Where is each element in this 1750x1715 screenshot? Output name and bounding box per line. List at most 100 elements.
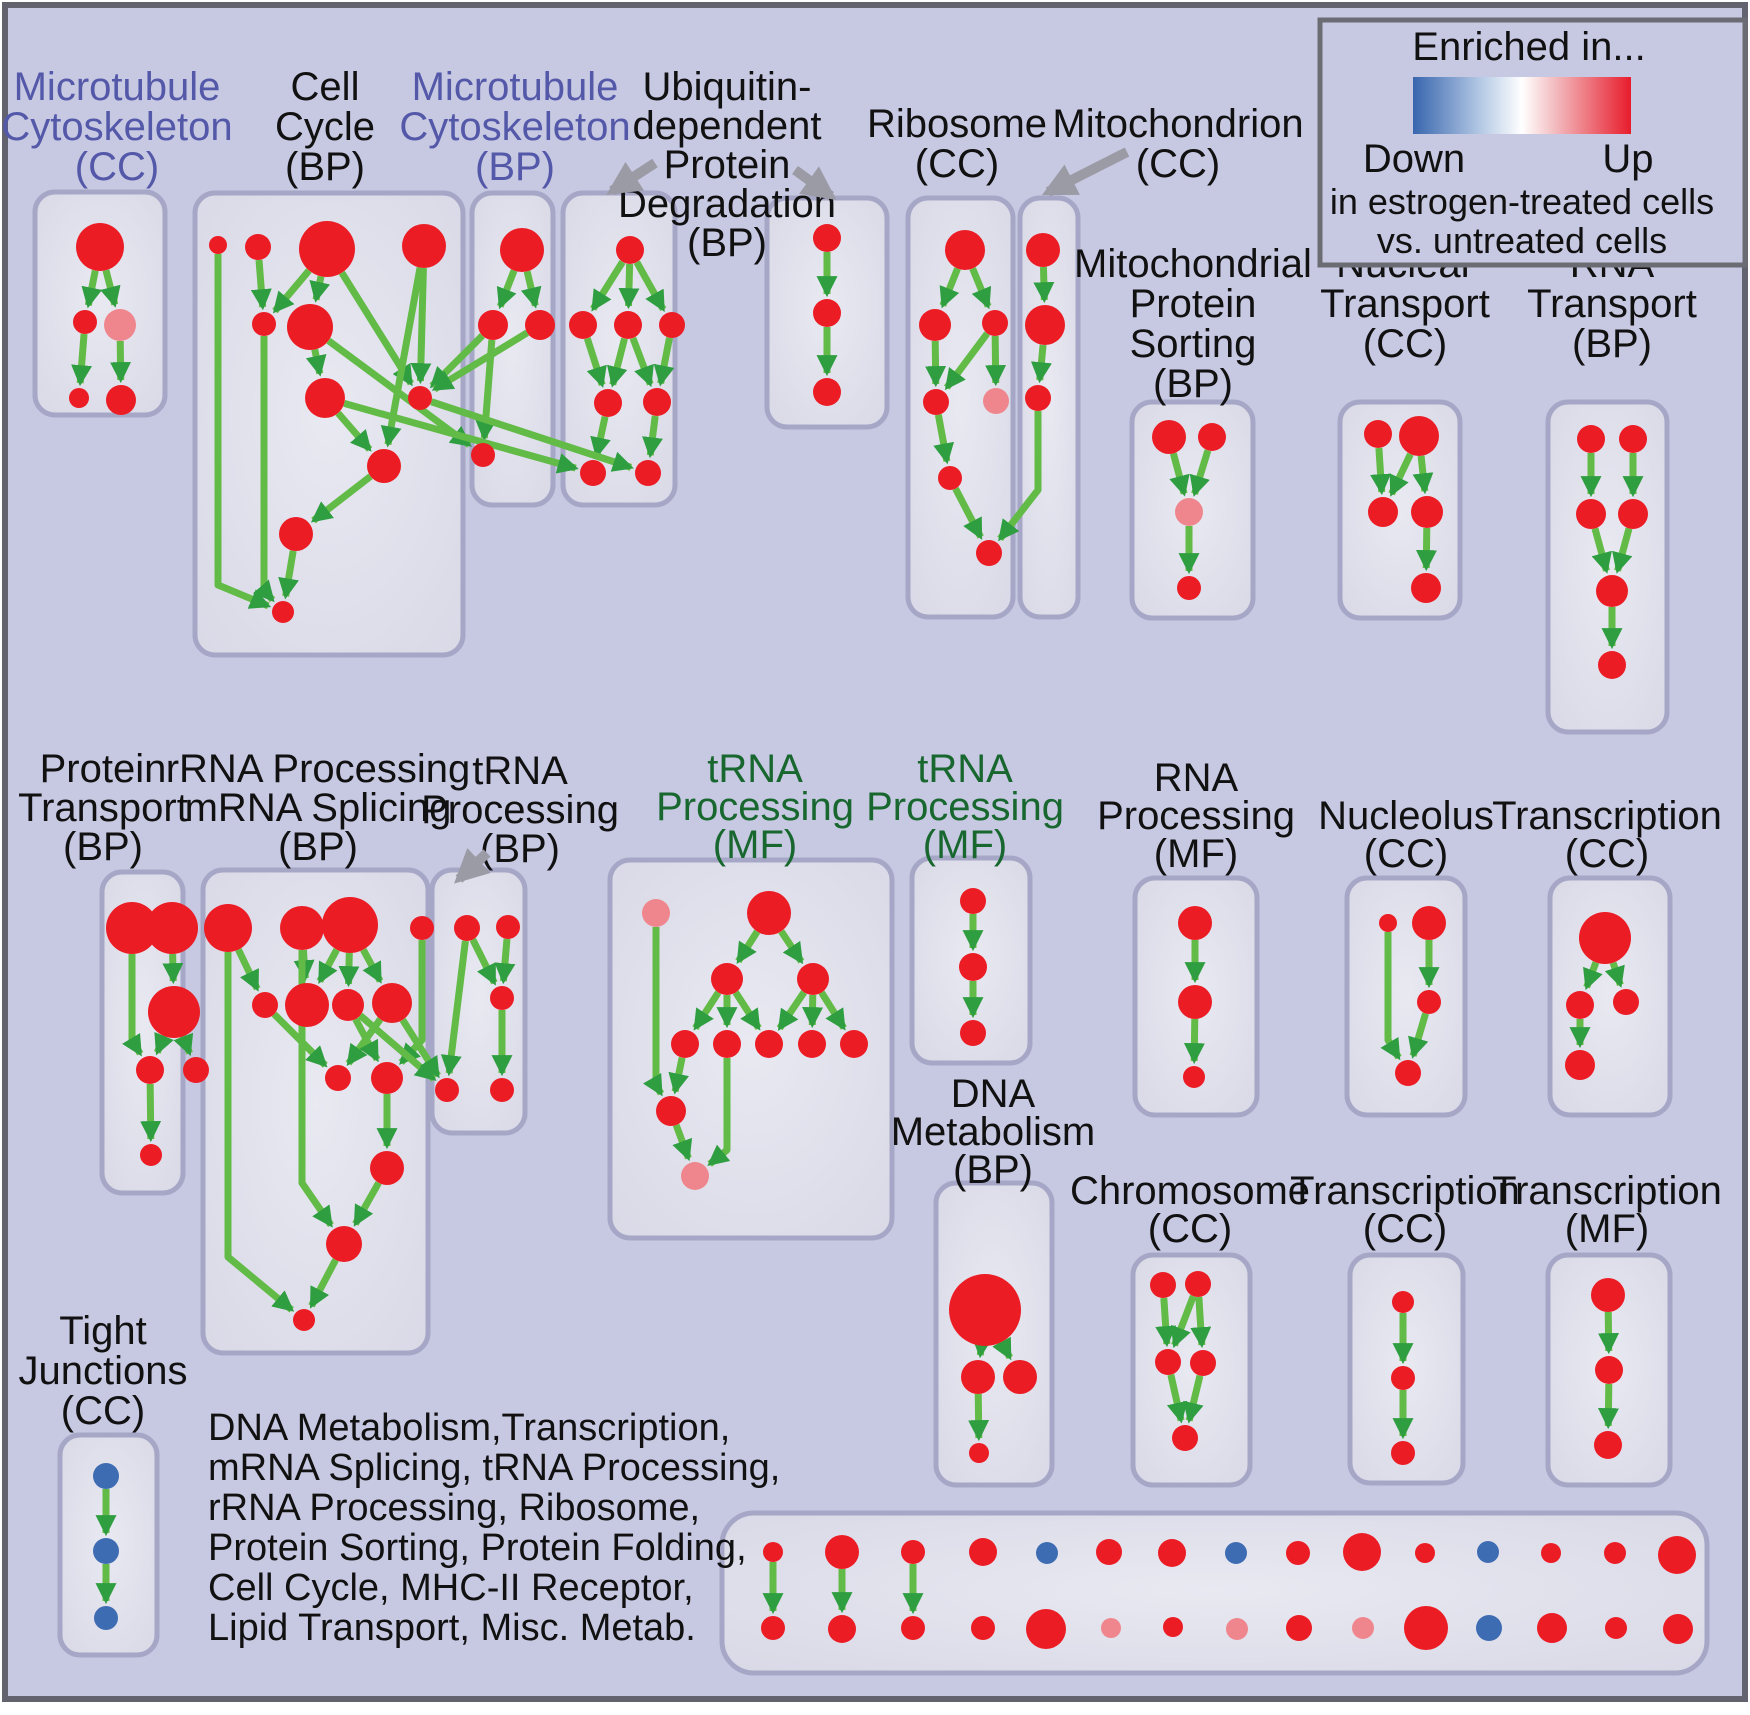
ribosome-cc-node — [945, 230, 985, 270]
microtubule-cytoskeleton-cc-edge — [100, 269, 121, 308]
mitochondrial-protein-sorting-bp-node — [1198, 423, 1226, 451]
rrna-processing-mrna-splicing-bp-node — [204, 904, 252, 952]
mitochondrial-protein-sorting-bp-edge — [1189, 449, 1212, 497]
nuclear-transport-cc-label: Transport — [1320, 282, 1490, 326]
transcription-mf-label: Transcription — [1492, 1169, 1722, 1213]
misc-cluster-caption: Lipid Transport, Misc. Metab. — [208, 1607, 696, 1649]
microtubule-cytoskeleton-cc-label: (CC) — [75, 145, 159, 189]
mitochondrial-protein-sorting-bp-label: Mitochondrial — [1074, 242, 1312, 286]
rna-transport-bp-node — [1576, 499, 1606, 529]
ribosome-cc-node — [919, 309, 951, 341]
cell-cycle-bp-node — [287, 304, 333, 350]
rna-transport-bp-edge — [1591, 527, 1612, 574]
trna-processing-mf-large-edge — [668, 1056, 690, 1095]
microtubule-cytoskeleton-cc-node — [69, 388, 89, 408]
trna-processing-mf-small-node — [960, 888, 986, 914]
misc-cluster-strip-node — [1663, 1614, 1693, 1644]
rrna-processing-mrna-splicing-bp-label: (BP) — [278, 825, 358, 869]
mitochondrial-protein-sorting-bp-node — [1175, 498, 1203, 526]
misc-cluster-strip-node — [1163, 1617, 1183, 1637]
cell-cycle-bp-edge — [272, 268, 312, 314]
trna-processing-bp-node — [496, 915, 520, 939]
trna-processing-bp-node — [490, 1078, 514, 1102]
chromosome-cc-node — [1185, 1271, 1211, 1297]
ribosome-cc-edge — [933, 414, 955, 465]
misc-cluster-strip-node — [901, 1540, 925, 1564]
misc-cluster-strip-node — [1537, 1613, 1567, 1643]
legend-colorbar — [1413, 77, 1631, 134]
rrna-processing-mrna-splicing-bp-box — [200, 867, 431, 1356]
dna-metabolism-bp-label: (BP) — [953, 1148, 1033, 1192]
chromosome-cc-node — [1150, 1272, 1176, 1298]
mitochondrial-protein-sorting-bp-edge — [1169, 452, 1190, 497]
nucleolus-cc-node — [1395, 1060, 1421, 1086]
cross-edge — [430, 398, 634, 472]
ubiquitin-degradation-box-a-edge — [633, 260, 667, 313]
chromosome-cc-edge — [1183, 1374, 1204, 1424]
microtubule-cytoskeleton-bp-node — [471, 443, 495, 467]
transcription-cc-row3-node — [1391, 1441, 1415, 1465]
trna-processing-mf-large-node — [711, 963, 743, 995]
protein-transport-bp-label: Transport — [18, 786, 188, 830]
transcription-cc-row2-label: Transcription — [1492, 794, 1722, 838]
trna-processing-mf-large-node — [656, 1096, 686, 1126]
nucleolus-cc-node — [1412, 906, 1446, 940]
trna-processing-mf-large-node — [642, 899, 670, 927]
cell-cycle-bp-edge — [309, 275, 331, 303]
misc-cluster-strip-box — [719, 1510, 1710, 1676]
rrna-processing-mrna-splicing-bp-node — [370, 1151, 404, 1185]
transcription-cc-row2-edge — [1604, 961, 1625, 988]
transcription-cc-row3-label: (CC) — [1363, 1207, 1447, 1251]
transcription-cc-row3-label: Transcription — [1290, 1169, 1520, 1213]
mitochondrion-cc-label: (CC) — [1136, 142, 1220, 186]
protein-transport-bp-label: (BP) — [63, 825, 143, 869]
ribosome-cc-label: (CC) — [915, 142, 999, 186]
trna-processing-mf-large-edge — [735, 929, 761, 964]
dna-metabolism-bp-node — [949, 1274, 1021, 1346]
rrna-processing-mrna-splicing-bp-node — [252, 992, 278, 1018]
mitochondrial-protein-sorting-bp-node — [1177, 576, 1201, 600]
transcription-cc-row3-node — [1391, 1366, 1415, 1390]
transcription-cc-row2-node — [1613, 989, 1639, 1015]
protein-transport-bp-node — [136, 1056, 164, 1084]
protein-transport-bp-node — [146, 902, 198, 954]
chromosome-cc-edge — [1171, 1294, 1197, 1349]
protein-transport-bp-node — [148, 986, 200, 1038]
trna-processing-bp-node — [490, 986, 514, 1010]
legend-subtitle-line1: in estrogen-treated cells — [1330, 181, 1714, 222]
dna-metabolism-bp-node — [1003, 1360, 1037, 1394]
arrow-to-ubiquitin-box-b — [792, 165, 837, 201]
misc-cluster-strip-node — [1352, 1617, 1374, 1639]
misc-cluster-strip-node — [1226, 1618, 1248, 1640]
misc-cluster-caption: mRNA Splicing, tRNA Processing, — [208, 1447, 780, 1489]
rna-transport-bp-node — [1598, 651, 1626, 679]
rrna-processing-mrna-splicing-bp-node — [371, 1062, 403, 1094]
rna-transport-bp-edge — [1612, 527, 1633, 574]
trna-processing-mf-small-node — [960, 1020, 986, 1046]
rrna-processing-mrna-splicing-bp-group — [200, 867, 431, 1356]
cell-cycle-bp-node — [245, 234, 271, 260]
mitochondrial-protein-sorting-bp-label: Protein — [1130, 282, 1257, 326]
trna-processing-mf-large-edge — [642, 927, 665, 1097]
ribosome-cc-node — [983, 388, 1009, 414]
protein-transport-bp-edge — [122, 954, 144, 1057]
trna-processing-mf-large-label: (MF) — [713, 823, 797, 867]
rrna-processing-mrna-splicing-bp-label: rRNA Processing — [166, 747, 471, 791]
ubiquitin-degradation-box-a-node — [659, 312, 685, 338]
transcription-cc-row3-node — [1392, 1291, 1414, 1313]
ubiquitin-degradation-box-a-edge — [629, 336, 654, 388]
ribosome-cc-label: Ribosome — [867, 102, 1047, 146]
ubiquitin-degradation-box-a-edge — [606, 337, 628, 388]
cell-cycle-bp-node — [408, 386, 432, 410]
dna-metabolism-bp-edge — [971, 1336, 993, 1359]
microtubule-cytoskeleton-bp-label: (BP) — [475, 145, 555, 189]
cell-cycle-bp-node — [252, 312, 276, 336]
ubiquitin-label: Degradation — [618, 182, 836, 226]
legend-up-label: Up — [1602, 137, 1653, 181]
ubiquitin-degradation-box-a-edge — [653, 337, 675, 387]
nuclear-transport-cc-edge — [1388, 452, 1414, 497]
ubiquitin-degradation-box-a-node — [616, 236, 644, 264]
ribosome-cc-edge — [985, 335, 1007, 387]
nucleolus-cc-edge — [1408, 1012, 1429, 1059]
